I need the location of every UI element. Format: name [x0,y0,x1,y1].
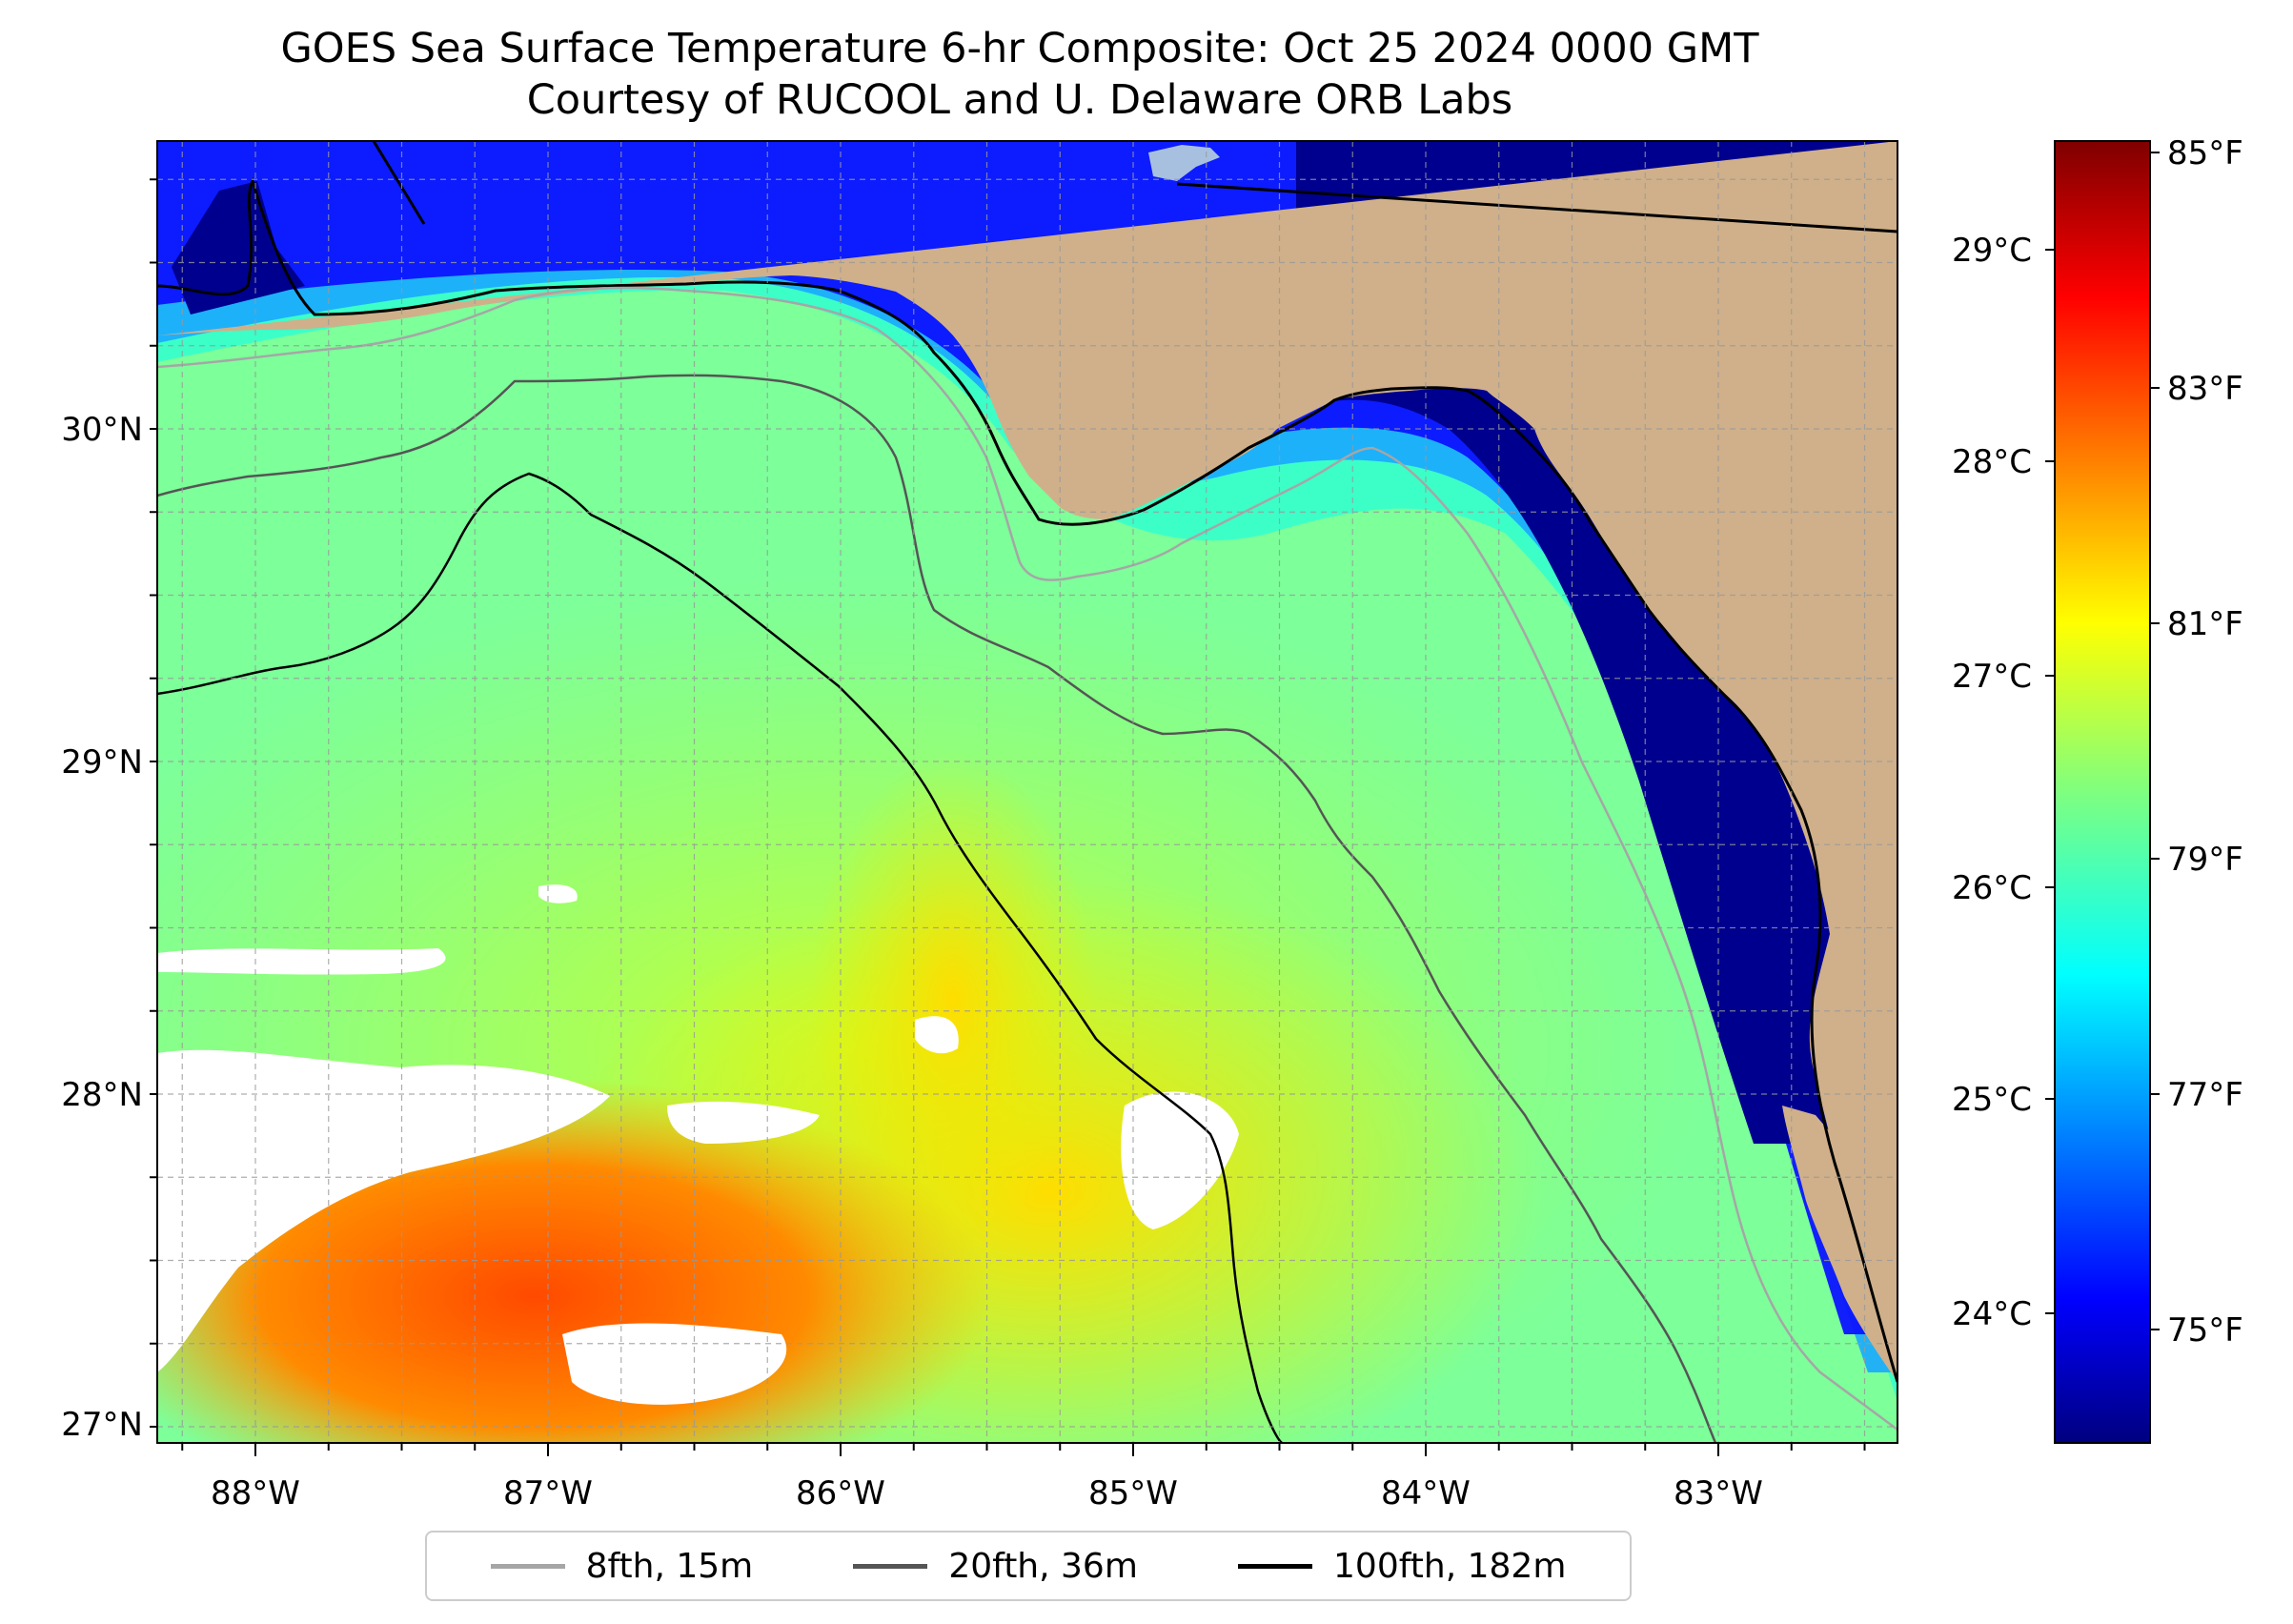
legend-swatch [853,1563,928,1569]
isobath-100fth [157,472,1283,1443]
cloud-patch-c [915,1016,959,1054]
isobath-8fth [157,286,1897,1431]
coastline [157,176,1897,1383]
mobile-bay-water [172,181,305,315]
lat-tick-label: 28°N [61,1076,143,1114]
legend-swatch [1238,1563,1313,1569]
celsius-tick-label: 24°C [1952,1295,2032,1333]
map-title: GOES Sea Surface Temperature 6-hr Compos… [280,25,1759,72]
cloud-gap-south [562,1323,787,1405]
map-subtitle: Courtesy of RUCOOL and U. Delaware ORB L… [526,76,1513,124]
lon-tick-label: 88°W [211,1474,300,1512]
land-mass [157,141,1897,1382]
fahrenheit-tick-label: 75°F [2167,1311,2243,1350]
lat-tick-label: 29°N [61,743,143,782]
cloud-patch-a [667,1101,820,1144]
cloud-gap-west [157,1049,610,1372]
yellow-water-tongue [810,753,1096,1248]
fahrenheit-tick-label: 79°F [2167,841,2243,879]
fahrenheit-tick-label: 81°F [2167,605,2243,643]
graticule [157,141,1897,1443]
cloud-patch-b [1121,1091,1239,1229]
celsius-tick-label: 28°C [1952,443,2032,481]
celsius-tick-label: 26°C [1952,869,2032,907]
map-panel [157,141,1897,1443]
cloud-strip [157,948,446,975]
legend-item-8fth: 8fth, 15m [490,1546,754,1586]
isobath-20fth [157,374,1717,1443]
axis-ticks [150,178,1866,1456]
celsius-tick-label: 25°C [1952,1081,2032,1119]
lon-tick-label: 83°W [1674,1474,1763,1512]
lat-tick-label: 30°N [61,411,143,449]
legend-label: 20fth, 36m [948,1546,1138,1586]
lon-tick-label: 87°W [503,1474,593,1512]
isobath-legend: 8fth, 15m 20fth, 36m 100fth, 182m [425,1531,1632,1601]
state-border [1176,182,1897,233]
celsius-tick-label: 27°C [1952,658,2032,696]
fahrenheit-tick-label: 77°F [2167,1076,2243,1114]
fahrenheit-tick-label: 85°F [2167,134,2243,173]
legend-label: 8fth, 15m [585,1546,754,1586]
map-frame [156,140,1898,1444]
state-border-west [372,141,426,225]
colorbar-ticks [2045,152,2160,1330]
legend-item-20fth: 20fth, 36m [853,1547,1138,1586]
legend-swatch [490,1563,565,1569]
colorbar [2054,140,2151,1444]
lon-tick-label: 86°W [796,1474,885,1512]
lon-tick-label: 84°W [1381,1474,1471,1512]
fahrenheit-tick-label: 83°F [2167,370,2243,408]
legend-item-100fth: 100fth, 182m [1238,1547,1566,1586]
legend-label: 100fth, 182m [1333,1546,1567,1586]
lon-tick-label: 85°W [1088,1474,1178,1512]
lake [1148,145,1220,181]
lat-tick-label: 27°N [61,1406,143,1444]
celsius-tick-label: 29°C [1952,232,2032,270]
